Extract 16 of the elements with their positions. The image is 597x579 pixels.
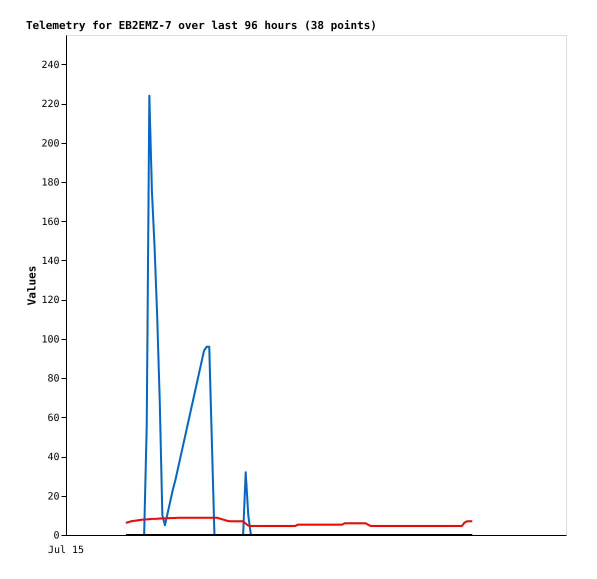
y-tick-label: 100 <box>41 334 60 346</box>
y-tick-label: 40 <box>47 452 60 464</box>
y-tick-label: 120 <box>41 295 60 306</box>
text: Jul 15 <box>48 545 84 556</box>
y-axis-title: Values <box>25 266 38 306</box>
y-tick-label: 240 <box>41 60 60 71</box>
y-tick-label: 60 <box>47 412 60 424</box>
chart-title: Telemetry for EB2EMZ-7 over last 96 hours (38 points) <box>26 19 377 32</box>
y-tick-label: 0 <box>53 530 60 542</box>
y-tick-label: 180 <box>41 178 60 189</box>
y-tick-label: 220 <box>41 99 60 110</box>
y-tick-label: 160 <box>41 216 60 228</box>
y-tick-label: 200 <box>41 138 60 150</box>
y-tick-label: 20 <box>47 491 60 502</box>
y-tick-label: 80 <box>47 374 60 385</box>
y-tick-label: 140 <box>41 256 60 267</box>
